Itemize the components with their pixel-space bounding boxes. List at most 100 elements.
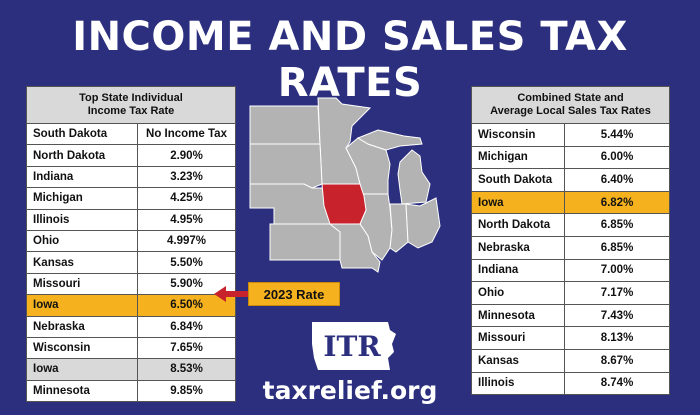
logo-text: ITR	[323, 330, 381, 363]
sales-table-body: Wisconsin 5.44% Michigan 6.00% South Dakota 6…	[471, 123, 670, 396]
table-row: Ohio 7.17%	[471, 281, 670, 305]
table-row: Iowa 6.50%	[26, 294, 236, 317]
table-row: North Dakota 6.85%	[471, 213, 670, 237]
south-dakota-shape	[249, 143, 323, 189]
table-row: Nebraska 6.85%	[471, 235, 670, 260]
table-row: Illinois 4.95%	[26, 208, 236, 231]
tax-rate-cell: 7.00%	[564, 258, 670, 283]
income-header-line2: Income Tax Rate	[87, 105, 175, 117]
table-row: Wisconsin 5.44%	[471, 123, 670, 147]
state-name-cell: Indiana	[26, 165, 138, 189]
table-row: Michigan 6.00%	[471, 145, 670, 170]
table-row: Michigan 4.25%	[26, 187, 236, 210]
state-name-cell: Minnesota	[471, 303, 565, 328]
missouri-shape	[328, 223, 381, 273]
state-name-cell: Iowa	[471, 190, 565, 215]
table-row: Minnesota 7.43%	[471, 303, 670, 328]
north-dakota-shape	[249, 105, 321, 145]
tax-rate-cell: 8.67%	[564, 348, 670, 373]
table-row: South Dakota No Income Tax	[26, 122, 236, 146]
iowa-shape	[321, 183, 367, 225]
table-row: Indiana 3.23%	[26, 165, 236, 189]
rate-callout: 2023 Rate	[248, 282, 340, 306]
tax-rate-cell: 6.85%	[564, 213, 670, 237]
state-name-cell: Kansas	[471, 348, 565, 373]
table-row: Nebraska 6.84%	[26, 315, 236, 338]
tax-rate-cell: 7.43%	[564, 303, 670, 328]
tax-rate-cell: 4.95%	[137, 208, 236, 231]
table-row: Kansas 5.50%	[26, 251, 236, 274]
state-name-cell: South Dakota	[471, 168, 565, 192]
tax-rate-cell: 5.50%	[137, 251, 236, 274]
table-row: Missouri 5.90%	[26, 272, 236, 296]
michigan-lower-shape	[397, 149, 431, 205]
tax-rate-cell: 9.85%	[137, 379, 236, 403]
indiana-shape	[389, 203, 409, 253]
state-name-cell: Illinois	[471, 371, 565, 396]
state-name-cell: Nebraska	[26, 315, 138, 338]
state-name-cell: North Dakota	[26, 144, 138, 167]
state-name-cell: Ohio	[471, 281, 565, 305]
state-name-cell: Michigan	[26, 187, 138, 210]
table-row: Iowa 8.53%	[26, 358, 236, 381]
michigan-up-shape	[356, 129, 423, 151]
income-header-line1: Top State Individual	[79, 92, 183, 104]
tax-rate-cell: 7.17%	[564, 281, 670, 305]
tax-rate-cell: 6.84%	[137, 315, 236, 338]
tax-rate-cell: 4.997%	[137, 229, 236, 253]
tax-rate-cell: 8.53%	[137, 358, 236, 381]
nebraska-shape	[249, 183, 331, 225]
tax-rate-cell: 2.90%	[137, 144, 236, 167]
income-table-body: South Dakota No Income Tax North Dakota 2.9…	[26, 122, 236, 403]
state-name-cell: Illinois	[26, 208, 138, 231]
tax-rate-cell: 7.65%	[137, 336, 236, 360]
state-name-cell: Kansas	[26, 251, 138, 274]
income-table-header-row: Top State Individual Income Tax Rate	[26, 86, 236, 124]
ohio-shape	[405, 197, 441, 249]
table-row: North Dakota 2.90%	[26, 144, 236, 167]
tax-rate-cell: 5.90%	[137, 272, 236, 296]
state-name-cell: South Dakota	[26, 122, 138, 146]
state-name-cell: Ohio	[26, 229, 138, 253]
tax-rate-cell: No Income Tax	[137, 122, 236, 146]
tax-rate-cell: 4.25%	[137, 187, 236, 210]
table-row: Wisconsin 7.65%	[26, 336, 236, 360]
state-name-cell: Wisconsin	[471, 123, 565, 147]
tax-rate-cell: 6.85%	[564, 235, 670, 260]
tax-rate-cell: 8.74%	[564, 371, 670, 396]
tax-rate-cell: 6.82%	[564, 190, 670, 215]
tax-rate-cell: 6.50%	[137, 294, 236, 317]
tax-rate-cell: 8.13%	[564, 326, 670, 350]
sales-header-line2: Average Local Sales Tax Rates	[490, 105, 651, 117]
table-row: Illinois 8.74%	[471, 371, 670, 396]
state-name-cell: Missouri	[26, 272, 138, 296]
arrow-left-icon	[214, 286, 254, 302]
kansas-shape	[269, 223, 341, 261]
table-row: Kansas 8.67%	[471, 348, 670, 373]
state-name-cell: Indiana	[471, 258, 565, 283]
sales-tax-table: Combined State and Average Local Sales T…	[471, 86, 670, 396]
tax-rate-cell: 5.44%	[564, 123, 670, 147]
sales-table-header-row: Combined State and Average Local Sales T…	[471, 86, 670, 124]
tax-rate-cell: 6.40%	[564, 168, 670, 192]
page-title: INCOME AND SALES TAX RATES	[72, 14, 628, 106]
midwest-map-icon	[249, 97, 441, 273]
state-name-cell: Wisconsin	[26, 336, 138, 360]
state-name-cell: Iowa	[26, 358, 138, 381]
sales-header-line1: Combined State and	[517, 92, 624, 104]
table-row: Iowa 6.82%	[471, 190, 670, 215]
table-row: Indiana 7.00%	[471, 258, 670, 283]
income-tax-table: Top State Individual Income Tax Rate Sou…	[26, 86, 236, 403]
state-name-cell: Missouri	[471, 326, 565, 350]
table-row: Minnesota 9.85%	[26, 379, 236, 403]
state-name-cell: Michigan	[471, 145, 565, 170]
tax-rate-cell: 6.00%	[564, 145, 670, 170]
iowa-state-logo-icon: ITR	[312, 322, 396, 370]
state-name-cell: Nebraska	[471, 235, 565, 260]
footer-url[interactable]: taxrelief.org	[262, 376, 438, 405]
state-name-cell: North Dakota	[471, 213, 565, 237]
table-row: Ohio 4.997%	[26, 229, 236, 253]
state-name-cell: Iowa	[26, 294, 138, 317]
table-row: South Dakota 6.40%	[471, 168, 670, 192]
sales-table-header: Combined State and Average Local Sales T…	[471, 86, 670, 124]
